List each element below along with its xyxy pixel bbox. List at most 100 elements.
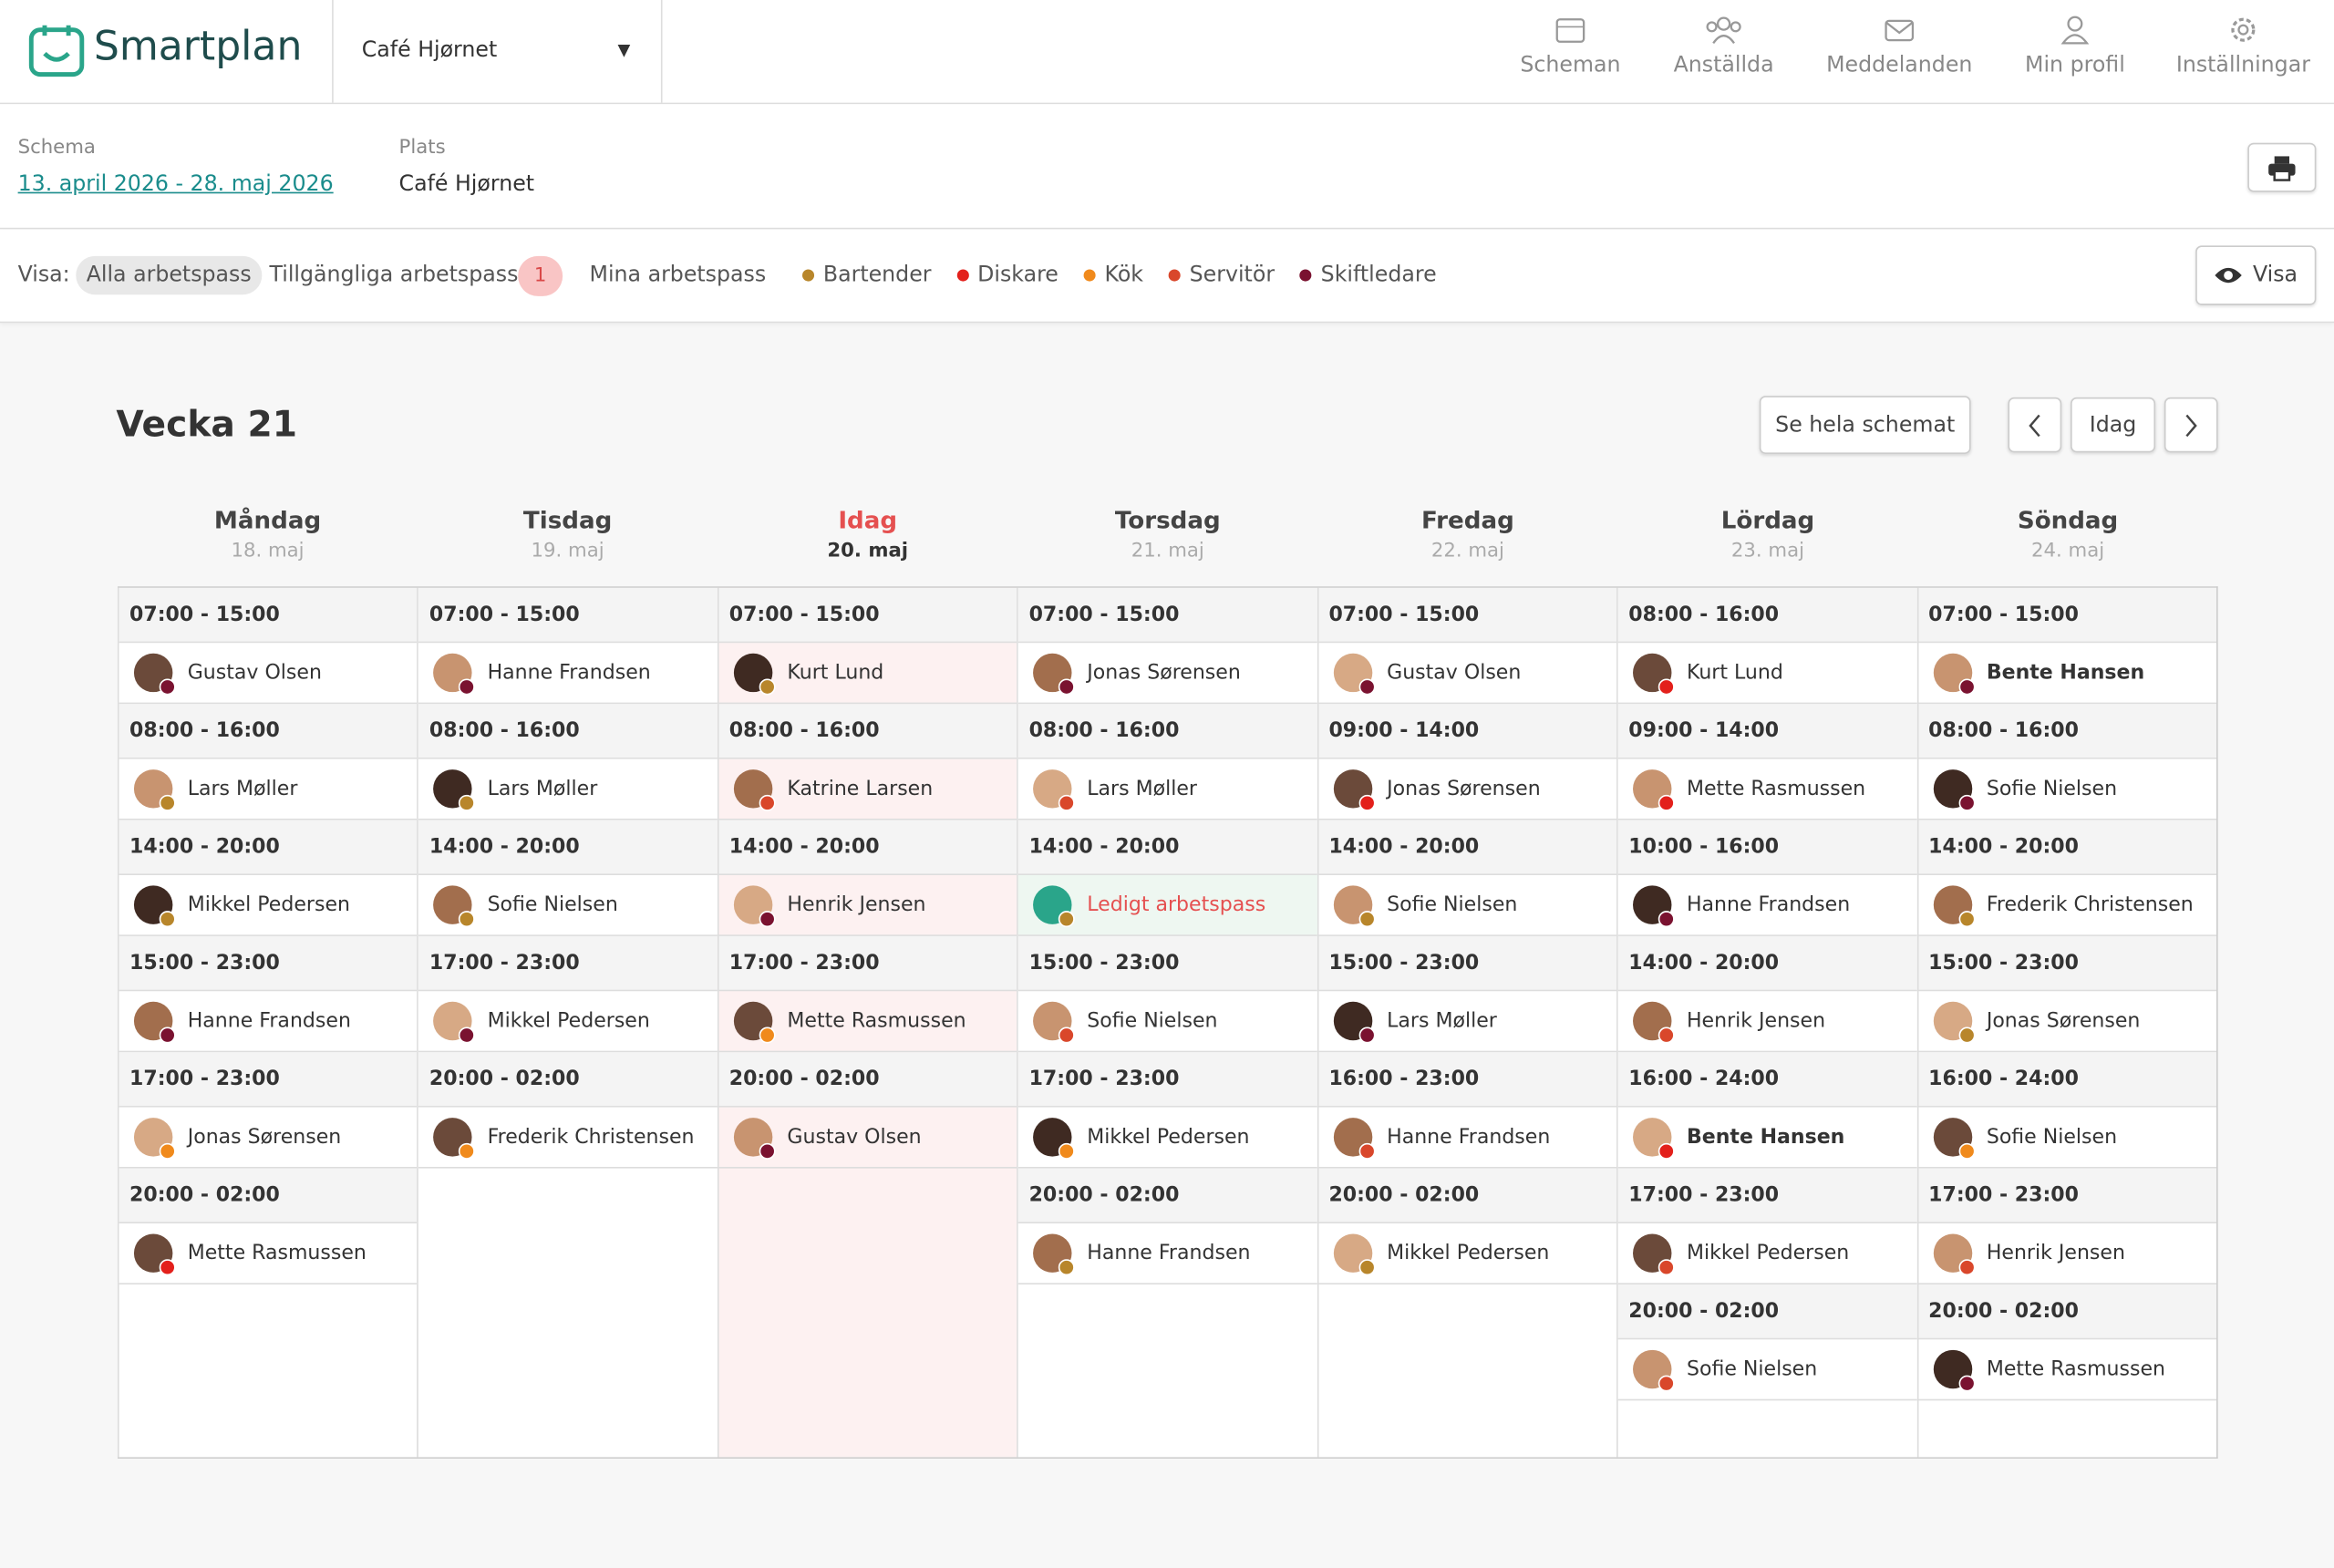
person-name: Kurt Lund bbox=[787, 660, 884, 686]
day-column: 07:00 - 15:00 Gustav Olsen 08:00 - 16:00 La… bbox=[117, 587, 418, 1458]
role-item[interactable]: Servitör bbox=[1168, 263, 1275, 287]
shift-person[interactable]: Mikkel Pedersen bbox=[1617, 1223, 1917, 1284]
shift-person[interactable]: Henrik Jensen bbox=[718, 874, 1017, 936]
filter-option[interactable]: Alla arbetspass bbox=[76, 255, 263, 295]
person-name: Mikkel Pedersen bbox=[1087, 1125, 1250, 1150]
shift-person[interactable]: Gustav Olsen bbox=[1318, 643, 1617, 705]
nav-label: Anställda bbox=[1673, 53, 1774, 77]
shift-person[interactable]: Sofie Nielsen bbox=[1917, 1107, 2216, 1169]
shift-person[interactable]: Bente Hansen bbox=[1917, 643, 2216, 705]
person-name: Jonas Sørensen bbox=[1087, 660, 1241, 686]
shift-time: 08:00 - 16:00 bbox=[718, 704, 1017, 759]
nav-item[interactable]: Meddelanden bbox=[1817, 15, 1981, 77]
role-item[interactable]: Bartender bbox=[801, 263, 932, 287]
avatar bbox=[733, 1118, 776, 1160]
nav-item[interactable]: Scheman bbox=[1489, 15, 1653, 77]
shift-person[interactable]: Lars Møller bbox=[418, 758, 718, 820]
shift-person[interactable]: Mette Rasmussen bbox=[718, 991, 1017, 1053]
role-item[interactable]: Diskare bbox=[956, 263, 1059, 287]
avatar bbox=[1333, 1001, 1376, 1044]
shift-person[interactable]: Mikkel Pedersen bbox=[1018, 1107, 1317, 1169]
shift-person[interactable]: Frederik Christensen bbox=[1917, 874, 2216, 936]
person-name: Mikkel Pedersen bbox=[187, 892, 350, 917]
shift-person[interactable]: Hanne Frandsen bbox=[1617, 874, 1917, 936]
schedule-range-link[interactable]: 13. april 2026 - 28. maj 2026 bbox=[17, 172, 334, 197]
avatar bbox=[1333, 1118, 1376, 1160]
shift-person[interactable]: Henrik Jensen bbox=[1617, 991, 1917, 1053]
available-count-badge: 1 bbox=[518, 255, 563, 296]
shift-time: 15:00 - 23:00 bbox=[1318, 935, 1617, 992]
show-button[interactable]: Visa bbox=[2195, 245, 2317, 305]
shift-person[interactable]: Bente Hansen bbox=[1617, 1107, 1917, 1169]
prev-week-button[interactable] bbox=[2008, 397, 2062, 453]
shift-person[interactable]: Frederik Christensen bbox=[418, 1107, 718, 1169]
shift-person[interactable]: Sofie Nielsen bbox=[1318, 874, 1617, 936]
shift-person[interactable]: Jonas Sørensen bbox=[119, 1107, 418, 1169]
shift-person[interactable]: Ledigt arbetspass bbox=[1018, 874, 1317, 936]
shift-person[interactable]: Gustav Olsen bbox=[718, 1107, 1017, 1169]
role-badge bbox=[1957, 1142, 1975, 1160]
role-badge bbox=[459, 1142, 476, 1160]
shift-time: 07:00 - 15:00 bbox=[119, 587, 418, 644]
shift-person[interactable]: Hanne Frandsen bbox=[119, 991, 418, 1053]
shift-person[interactable]: Hanne Frandsen bbox=[1018, 1223, 1317, 1284]
shift-person[interactable]: Kurt Lund bbox=[718, 643, 1017, 705]
shift-person[interactable]: Hanne Frandsen bbox=[418, 643, 718, 705]
role-badge bbox=[159, 1259, 176, 1276]
shift-person[interactable]: Sofie Nielsen bbox=[1917, 758, 2216, 820]
shift-person[interactable]: Mikkel Pedersen bbox=[418, 991, 718, 1053]
avatar bbox=[1633, 1233, 1675, 1276]
avatar bbox=[1633, 1349, 1675, 1392]
shift-person[interactable]: Mette Rasmussen bbox=[1617, 758, 1917, 820]
avatar bbox=[1033, 769, 1076, 811]
role-item[interactable]: Kök bbox=[1083, 263, 1143, 287]
filter-option[interactable]: Tillgängliga arbetspass bbox=[269, 263, 519, 288]
location-select[interactable]: Café Hjørnet ▼ bbox=[332, 0, 663, 103]
nav-item[interactable]: Min profil bbox=[1993, 15, 2157, 77]
nav-item[interactable]: Anställda bbox=[1642, 15, 1806, 77]
shift-person[interactable]: Kurt Lund bbox=[1617, 643, 1917, 705]
avatar bbox=[433, 885, 476, 928]
next-week-button[interactable] bbox=[2164, 397, 2218, 453]
person-name: Hanne Frandsen bbox=[1087, 1241, 1251, 1265]
day-name: Tisdag bbox=[522, 506, 613, 535]
place-label: Plats bbox=[398, 137, 446, 160]
shift-person[interactable]: Katrine Larsen bbox=[718, 758, 1017, 820]
shift-person[interactable]: Gustav Olsen bbox=[119, 643, 418, 705]
role-badge bbox=[1658, 794, 1675, 811]
today-button[interactable]: Idag bbox=[2071, 397, 2156, 453]
shift-time: 16:00 - 24:00 bbox=[1617, 1052, 1917, 1108]
shift-person[interactable]: Sofie Nielsen bbox=[1617, 1339, 1917, 1401]
shift-person[interactable]: Lars Møller bbox=[1018, 758, 1317, 820]
shift-time: 07:00 - 15:00 bbox=[718, 587, 1017, 644]
shift-person[interactable]: Mikkel Pedersen bbox=[1318, 1223, 1617, 1284]
full-schedule-button[interactable]: Se hela schemat bbox=[1759, 396, 1971, 454]
shift-time: 20:00 - 02:00 bbox=[418, 1052, 718, 1108]
day-column: 07:00 - 15:00 Jonas Sørensen 08:00 - 16:00… bbox=[1017, 587, 1317, 1458]
shift-person[interactable]: Lars Møller bbox=[1318, 991, 1617, 1053]
shift-person[interactable]: Hanne Frandsen bbox=[1318, 1107, 1617, 1169]
avatar bbox=[1933, 653, 1975, 696]
person-name: Mikkel Pedersen bbox=[487, 1008, 650, 1034]
filter-option[interactable]: Mina arbetspass bbox=[589, 263, 767, 288]
shift-person[interactable]: Mette Rasmussen bbox=[119, 1223, 418, 1284]
shift-person[interactable]: Mikkel Pedersen bbox=[119, 874, 418, 936]
shift-person[interactable]: Jonas Sørensen bbox=[1018, 643, 1317, 705]
role-badge bbox=[1658, 678, 1675, 696]
shift-person[interactable]: Sofie Nielsen bbox=[1018, 991, 1317, 1053]
nav-label: Min profil bbox=[2025, 53, 2125, 77]
shift-person[interactable]: Henrik Jensen bbox=[1917, 1223, 2216, 1284]
avatar bbox=[133, 1118, 176, 1160]
role-item[interactable]: Skiftledare bbox=[1299, 263, 1437, 287]
shift-person[interactable]: Sofie Nielsen bbox=[418, 874, 718, 936]
shift-person[interactable]: Mette Rasmussen bbox=[1917, 1339, 2216, 1401]
shift-person[interactable]: Jonas Sørensen bbox=[1318, 758, 1617, 820]
nav-item[interactable]: Inställningar bbox=[2162, 15, 2326, 77]
shift-person[interactable]: Jonas Sørensen bbox=[1917, 991, 2216, 1053]
print-button[interactable] bbox=[2247, 142, 2317, 192]
role-badge bbox=[759, 911, 776, 928]
shift-person[interactable]: Lars Møller bbox=[119, 758, 418, 820]
avatar bbox=[133, 1001, 176, 1044]
